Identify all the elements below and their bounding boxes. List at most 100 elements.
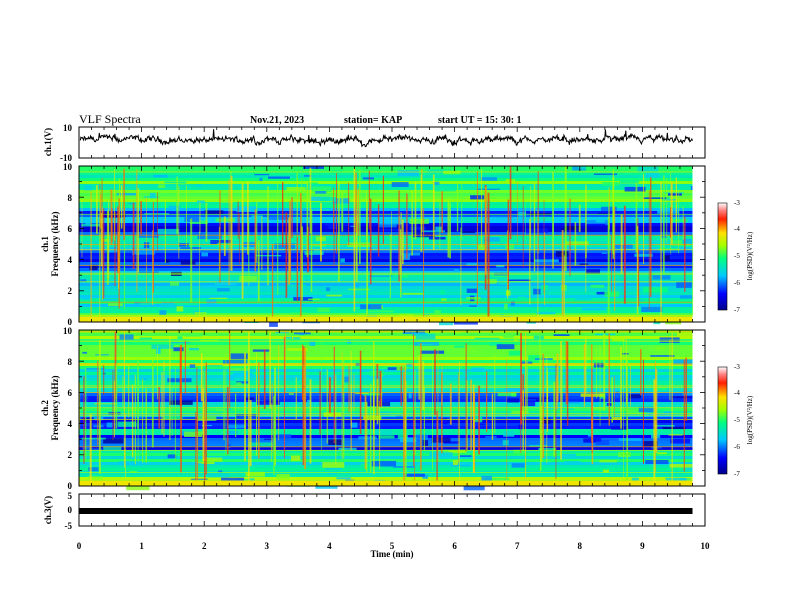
narrowband-line — [79, 392, 693, 393]
sferic-streak — [620, 214, 623, 274]
spectrogram-patch — [461, 231, 476, 233]
spectrogram-patch — [138, 271, 159, 273]
sferic-streak — [506, 358, 508, 480]
ch2-colorbar — [717, 366, 728, 475]
spectrogram-patch — [503, 332, 514, 339]
sferic-streak — [585, 338, 587, 394]
spectrogram-patch — [662, 427, 686, 430]
spectrogram-strip — [79, 417, 693, 421]
narrowband-line — [79, 341, 693, 342]
spectrogram-strip — [79, 187, 693, 191]
spectrogram-patch — [402, 330, 426, 334]
sferic-streak — [461, 181, 463, 240]
spectrogram-patch — [204, 210, 224, 215]
sferic-streak — [125, 413, 126, 478]
sferic-streak — [432, 174, 435, 251]
sferic-streak — [282, 181, 284, 247]
sferic-streak — [304, 347, 307, 470]
sferic-streak — [359, 169, 361, 265]
sferic-streak — [103, 365, 105, 395]
sferic-streak — [219, 190, 221, 283]
figure-title: VLF Spectra — [79, 112, 141, 126]
sferic-streak — [653, 379, 656, 484]
sferic-streak — [248, 221, 250, 286]
spectrogram-patch — [531, 217, 553, 221]
sferic-streak — [459, 361, 460, 481]
spectrogram-patch — [178, 243, 189, 247]
spectrogram-strip — [79, 450, 693, 454]
sferic-streak — [355, 215, 358, 282]
sferic-streak — [564, 166, 567, 271]
narrowband-line — [79, 419, 693, 420]
spectrogram-patch — [469, 305, 477, 307]
spectrogram-strip — [79, 375, 693, 379]
spectrogram-patch — [312, 243, 326, 247]
sferic-streak — [376, 378, 379, 425]
spectrogram-patch — [323, 412, 342, 417]
sferic-streak — [288, 217, 291, 285]
spectrogram-patch — [362, 393, 383, 396]
time-tick-label: 10 — [701, 541, 711, 551]
spectrogram-patch — [371, 460, 397, 467]
sferic-streak — [310, 209, 313, 292]
spectrogram-patch — [597, 388, 618, 392]
spectrogram-patch — [332, 170, 343, 173]
sferic-streak — [190, 218, 193, 303]
spectrogram-patch — [217, 242, 236, 248]
spectrogram-patch — [293, 337, 301, 341]
spectrogram-patch — [668, 392, 673, 394]
spectrogram-patch — [362, 177, 374, 180]
spectrogram-patch — [631, 477, 639, 482]
spectrogram-patch — [417, 344, 433, 346]
sferic-streak — [81, 200, 83, 258]
spectrogram-patch — [177, 336, 183, 340]
sferic-streak — [90, 191, 92, 318]
sferic-streak — [235, 393, 237, 438]
date-label: Nov.21, 2023 — [250, 115, 304, 126]
spectrogram-strip — [79, 193, 693, 197]
spectrogram-patch — [108, 303, 123, 307]
spectrogram-patch — [528, 355, 545, 360]
sferic-streak — [151, 359, 154, 448]
sferic-streak — [436, 410, 438, 484]
spectrogram-patch — [117, 421, 137, 427]
sferic-streak — [79, 382, 81, 430]
spectrogram-patch — [291, 455, 301, 461]
sferic-streak — [670, 207, 672, 238]
ch1-spec-ytick-4: 4 — [68, 255, 73, 265]
sferic-streak — [152, 202, 154, 293]
time-tick-label: 9 — [640, 541, 645, 551]
sferic-streak — [114, 212, 116, 287]
spectrogram-patch — [170, 281, 179, 286]
sferic-streak — [359, 350, 362, 434]
spectrogram-patch — [455, 331, 460, 334]
spectrogram-patch — [305, 225, 329, 230]
sferic-streak — [509, 166, 512, 240]
sferic-streak — [223, 216, 226, 256]
ch1-waveform-ylabel: ch.1(V) — [43, 128, 53, 156]
time-tick-label: 3 — [265, 541, 270, 551]
sferic-streak — [300, 193, 302, 318]
spectrogram-patch — [618, 452, 631, 457]
sferic-streak — [411, 190, 413, 256]
spectrogram-patch — [194, 312, 207, 316]
spectrogram-patch — [637, 166, 659, 172]
spectrogram-patch — [500, 240, 520, 242]
spectrogram-strip — [79, 369, 693, 373]
sferic-streak — [341, 351, 343, 459]
time-tick-label: 4 — [327, 541, 332, 551]
spectrogram-patch — [286, 291, 303, 296]
spectrogram-patch — [315, 191, 327, 194]
spectrogram-patch — [168, 205, 181, 212]
spectrogram-patch — [665, 477, 686, 481]
narrowband-line — [79, 213, 693, 215]
spectrogram-strip — [79, 465, 693, 469]
spectrogram-patch — [511, 410, 529, 414]
sferic-streak — [319, 371, 321, 435]
spectrogram-patch — [245, 397, 255, 400]
sferic-streak — [599, 347, 601, 427]
spectrogram-strip — [79, 393, 693, 397]
sferic-streak — [228, 179, 230, 286]
sferic-streak — [441, 372, 443, 454]
spectrogram-patch — [82, 351, 87, 354]
